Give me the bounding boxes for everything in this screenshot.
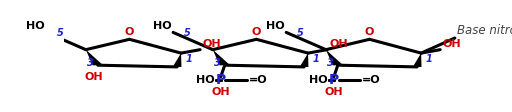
- Text: =O: =O: [361, 75, 380, 85]
- Text: OH: OH: [329, 39, 348, 49]
- Text: HO: HO: [196, 75, 215, 85]
- Text: HO: HO: [266, 21, 284, 31]
- Text: Base nitrogenada: Base nitrogenada: [457, 24, 512, 37]
- Polygon shape: [326, 50, 343, 65]
- Text: O: O: [365, 27, 374, 37]
- Text: OH: OH: [202, 39, 221, 49]
- Text: O: O: [125, 27, 134, 37]
- Text: HO: HO: [26, 21, 44, 31]
- Text: OH: OH: [84, 72, 103, 82]
- Text: P: P: [329, 73, 339, 87]
- Text: O: O: [252, 27, 261, 37]
- Polygon shape: [413, 53, 421, 67]
- Text: 1: 1: [426, 54, 433, 64]
- Polygon shape: [213, 50, 230, 65]
- Text: HO: HO: [309, 75, 328, 85]
- Text: 3: 3: [327, 58, 334, 68]
- Polygon shape: [173, 53, 181, 67]
- Text: 3: 3: [214, 58, 221, 68]
- Text: P: P: [216, 73, 226, 87]
- Text: HO: HO: [153, 21, 171, 31]
- Text: =O: =O: [248, 75, 267, 85]
- Text: 5: 5: [57, 28, 64, 38]
- Polygon shape: [86, 50, 103, 65]
- Polygon shape: [300, 53, 308, 67]
- Text: 5: 5: [297, 28, 304, 38]
- Text: OH: OH: [442, 39, 461, 49]
- Text: 5: 5: [184, 28, 191, 38]
- Text: 1: 1: [186, 54, 193, 64]
- Text: OH: OH: [211, 87, 230, 97]
- Text: 3: 3: [87, 58, 94, 68]
- Text: 1: 1: [313, 54, 319, 64]
- Text: OH: OH: [325, 87, 343, 97]
